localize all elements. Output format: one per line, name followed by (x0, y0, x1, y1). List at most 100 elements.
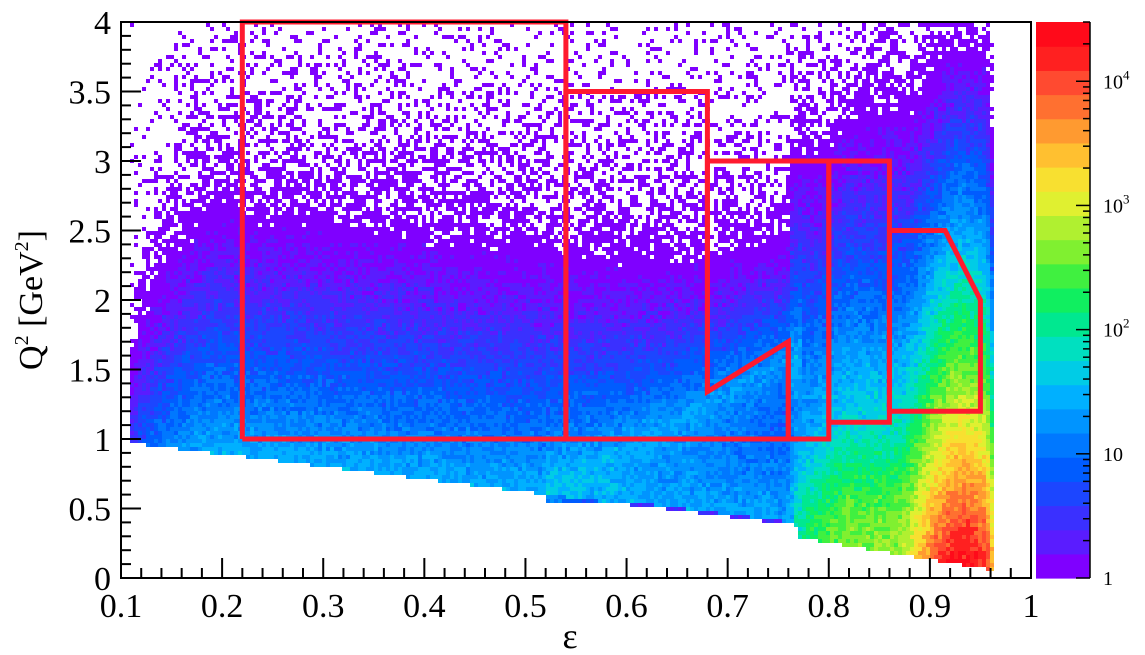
heatmap-cell (142, 407, 146, 411)
heatmap-cell (178, 347, 182, 351)
heatmap-cell (222, 47, 226, 51)
heatmap-cell (326, 95, 330, 99)
heatmap-cell (382, 279, 386, 283)
heatmap-cell (226, 347, 230, 351)
heatmap-cell (326, 335, 330, 339)
heatmap-cell (318, 63, 322, 67)
heatmap-cell (286, 183, 290, 187)
heatmap-cell (154, 339, 158, 343)
heatmap-cell (210, 171, 214, 175)
heatmap-cell (190, 271, 194, 275)
heatmap-cell (302, 303, 306, 307)
heatmap-cell (186, 123, 190, 127)
heatmap-cell (306, 307, 310, 311)
heatmap-cell (382, 319, 386, 323)
heatmap-cell (202, 119, 206, 123)
heatmap-cell (350, 111, 354, 115)
heatmap-cell (190, 259, 194, 263)
heatmap-cell (294, 51, 298, 55)
heatmap-cell (278, 131, 282, 135)
heatmap-cell (198, 331, 202, 335)
heatmap-cell (190, 423, 194, 427)
heatmap-cell (366, 323, 370, 327)
heatmap-cell (262, 447, 266, 451)
heatmap-cell (166, 227, 170, 231)
heatmap-cell (238, 439, 242, 443)
heatmap-cell (218, 335, 222, 339)
heatmap-cell (362, 387, 366, 391)
heatmap-cell (278, 279, 282, 283)
heatmap-cell (214, 359, 218, 363)
heatmap-cell (350, 311, 354, 315)
heatmap-cell (178, 395, 182, 399)
heatmap-cell (382, 419, 386, 423)
heatmap-cell (274, 291, 278, 295)
heatmap-cell (154, 283, 158, 287)
heatmap-cell (250, 335, 254, 339)
heatmap-cell (142, 427, 146, 431)
heatmap-cell (194, 343, 198, 347)
heatmap-cell (382, 343, 386, 347)
heatmap-cell (234, 431, 238, 435)
heatmap-cell (270, 367, 274, 371)
heatmap-cell (162, 403, 166, 407)
heatmap-cell (358, 83, 362, 87)
heatmap-cell (374, 279, 378, 283)
heatmap-cell (266, 347, 270, 351)
heatmap-cell (274, 211, 278, 215)
heatmap-cell (182, 311, 186, 315)
heatmap-cell (130, 23, 134, 27)
heatmap-cell (282, 395, 286, 399)
heatmap-cell (146, 267, 150, 271)
heatmap-cell (350, 255, 354, 259)
heatmap-cell (342, 115, 346, 119)
heatmap-cell (326, 227, 330, 231)
heatmap-cell (226, 199, 230, 203)
heatmap-cell (370, 355, 374, 359)
heatmap-cell (178, 255, 182, 259)
heatmap-cell (262, 443, 266, 447)
heatmap-cell (314, 415, 318, 419)
heatmap-cell (358, 35, 362, 39)
heatmap-cell (346, 379, 350, 383)
heatmap-cell (282, 319, 286, 323)
heatmap-cell (374, 103, 378, 107)
heatmap-cell (250, 243, 254, 247)
heatmap-cell (306, 139, 310, 143)
heatmap-cell (234, 279, 238, 283)
heatmap-cell (346, 419, 350, 423)
heatmap-cell (286, 431, 290, 435)
heatmap-cell (322, 211, 326, 215)
heatmap-cell (302, 347, 306, 351)
heatmap-cell (338, 251, 342, 255)
heatmap-cell (382, 411, 386, 415)
heatmap-cell (234, 259, 238, 263)
heatmap-cell (286, 367, 290, 371)
heatmap-cell (326, 411, 330, 415)
heatmap-cell (154, 311, 158, 315)
heatmap-cell (350, 183, 354, 187)
heatmap-cell (174, 347, 178, 351)
heatmap-cell (318, 231, 322, 235)
heatmap-cell (250, 95, 254, 99)
heatmap-cell (146, 331, 150, 335)
heatmap-cell (150, 411, 154, 415)
heatmap-cell (174, 47, 178, 51)
heatmap-cell (294, 319, 298, 323)
heatmap-cell (202, 415, 206, 419)
heatmap-cell (206, 395, 210, 399)
heatmap-cell (330, 395, 334, 399)
heatmap-cell (314, 423, 318, 427)
heatmap-cell (322, 463, 326, 467)
heatmap-cell (354, 327, 358, 331)
heatmap-cell (306, 279, 310, 283)
heatmap-cell (354, 315, 358, 319)
heatmap-cell (230, 243, 234, 247)
heatmap-cell (234, 303, 238, 307)
heatmap-cell (202, 335, 206, 339)
heatmap-cell (194, 303, 198, 307)
heatmap-cell (290, 211, 294, 215)
heatmap-cell (206, 251, 210, 255)
heatmap-cell (282, 219, 286, 223)
heatmap-cell (370, 427, 374, 431)
